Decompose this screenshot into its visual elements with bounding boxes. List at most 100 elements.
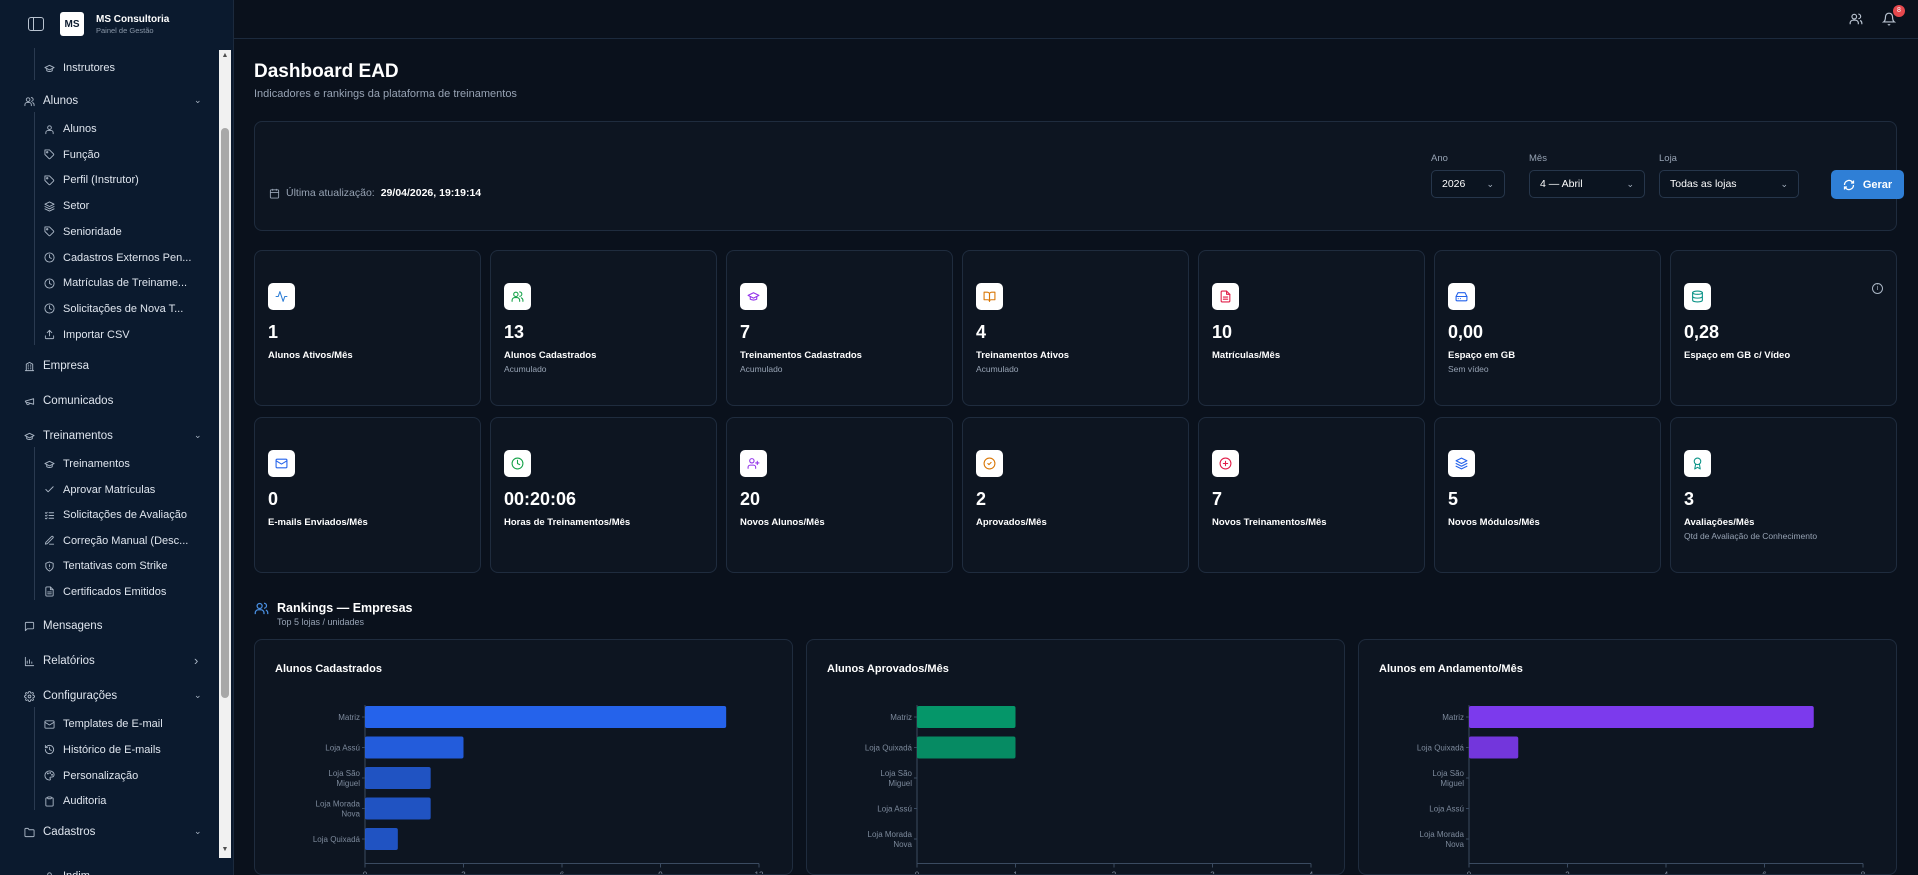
kpi-card-novos-modulos-mes: 5 Novos Módulos/Mês [1434, 417, 1661, 573]
kpi-value: 1 [268, 322, 279, 342]
y-category-label: Miguel [336, 779, 360, 788]
sidebar-item-instrutores[interactable]: Instrutores [44, 62, 115, 74]
sidebar-item-label: Treinamentos [43, 430, 113, 442]
ano-select[interactable]: 2026 ⌄ [1431, 170, 1505, 198]
sidebar-item-label: Solicitações de Avaliação [63, 509, 187, 521]
sidebar-item-correcao-manual-desc[interactable]: Correção Manual (Desc... [44, 535, 188, 547]
file-text-icon [44, 586, 55, 597]
kpi-card-avaliacoes-mes: 3 Avaliações/Mês Qtd de Avaliação de Con… [1670, 417, 1897, 573]
file-text-icon [1212, 283, 1239, 310]
kpi-card-aprovados-mes: 2 Aprovados/Mês [962, 417, 1189, 573]
chevron-right-icon[interactable]: › [194, 653, 199, 668]
sidebar-toggle-icon[interactable] [28, 17, 44, 31]
sidebar: MS MS Consultoria Painel de Gestão Instr… [0, 0, 234, 875]
users-icon [504, 283, 531, 310]
sidebar-item-alunos[interactable]: Alunos [44, 123, 97, 135]
rankings-title: Rankings — Empresas [277, 601, 413, 615]
sidebar-item-aprovar-matriculas[interactable]: Aprovar Matrículas [44, 484, 155, 496]
pen-icon [44, 535, 55, 546]
check-circle-icon [976, 450, 1003, 477]
sidebar-item-label: Personalização [63, 769, 139, 782]
y-category-label: Loja São [1432, 769, 1464, 778]
sidebar-item-solicitacoes-de-avaliacao[interactable]: Solicitações de Avaliação [44, 509, 187, 521]
sidebar-item-senioridade[interactable]: Senioridade [44, 226, 122, 238]
sidebar-item-relatorios[interactable]: Relatórios [24, 655, 95, 667]
sidebar-item-cadastros-externos-pen[interactable]: Cadastros Externos Pen... [44, 252, 191, 264]
sidebar-item-tentativas-com-strike[interactable]: Tentativas com Strike [44, 560, 168, 572]
sidebar-item-cadastros[interactable]: Cadastros [24, 826, 95, 838]
kpi-label: Avaliações/Mês [1684, 517, 1755, 528]
sidebar-item-empresa[interactable]: Empresa [24, 360, 89, 372]
hard-drive-icon [1448, 283, 1475, 310]
chevron-down-icon[interactable]: ⌄ [194, 690, 202, 700]
y-category-label: Loja Assú [1429, 805, 1464, 814]
bell-icon[interactable] [1882, 12, 1896, 26]
layers-icon [44, 201, 55, 212]
gerar-button[interactable]: Gerar [1831, 170, 1904, 199]
info-icon[interactable]: i [1872, 283, 1883, 294]
plus-circle-icon [1212, 450, 1239, 477]
user-icon [44, 124, 55, 135]
graduation-cap-icon [740, 283, 767, 310]
mes-label: Mês [1529, 153, 1547, 164]
sidebar-item-treinamentos[interactable]: Treinamentos [24, 430, 113, 442]
sidebar-item-treinamentos[interactable]: Treinamentos [44, 458, 130, 470]
sidebar-item-label: Correção Manual (Desc... [63, 534, 189, 547]
y-category-label: Nova [1445, 840, 1464, 849]
sidebar-item-templates-de-e-mail[interactable]: Templates de E-mail [44, 718, 163, 730]
y-category-label: Loja Assú [877, 805, 912, 814]
rankings-header: Rankings — Empresas Top 5 lojas / unidad… [254, 601, 412, 627]
sidebar-item-solicitacoes-de-nova-t[interactable]: Solicitações de Nova T... [44, 303, 183, 315]
y-category-label: Matriz [338, 713, 360, 722]
chevron-down-icon[interactable]: ⌄ [194, 430, 202, 440]
bar [365, 736, 464, 759]
sidebar-item-historico-de-e-mails[interactable]: Histórico de E-mails [44, 744, 161, 756]
kpi-card-espaco-em-gb: 0,00 Espaço em GB Sem vídeo [1434, 250, 1661, 406]
chart-alunos-em-andamento-mes: Alunos em Andamento/Mês 0 2 4 6 8 Matriz Loja Q… [1358, 639, 1897, 875]
kpi-value: 0,28 [1684, 322, 1720, 342]
user-icon [44, 871, 55, 875]
sidebar-item-label: Alunos [43, 95, 79, 107]
users-icon[interactable] [1849, 12, 1863, 26]
megaphone-icon [24, 396, 35, 407]
kpi-sublabel: Sem vídeo [1448, 364, 1489, 374]
y-category-label: Nova [893, 840, 912, 849]
sidebar-item-certificados-emitidos[interactable]: Certificados Emitidos [44, 586, 166, 598]
sidebar-item-label: Cadastros [43, 826, 96, 838]
loja-select[interactable]: Todas as lojas ⌄ [1659, 170, 1799, 198]
scroll-up-arrow-icon[interactable]: ▲ [221, 52, 229, 59]
sidebar-item-mensagens[interactable]: Mensagens [24, 620, 102, 632]
main-content: Dashboard EAD Indicadores e rankings da … [234, 39, 1918, 875]
sidebar-item-perfil-instrutor[interactable]: Perfil (Instrutor) [44, 174, 139, 186]
calendar-clock-icon [269, 188, 280, 199]
last-update-label: Última atualização: [286, 187, 375, 199]
topbar [234, 0, 1918, 39]
sidebar-item-auditoria[interactable]: Auditoria [44, 795, 106, 807]
sidebar-item-setor[interactable]: Setor [44, 200, 89, 212]
sidebar-item-indim[interactable]: Indim [44, 870, 90, 875]
sidebar-item-configuracoes[interactable]: Configurações [24, 690, 117, 702]
sidebar-item-personalizacao[interactable]: Personalização [44, 770, 138, 782]
chevron-down-icon[interactable]: ⌄ [194, 95, 202, 105]
loja-label: Loja [1659, 153, 1677, 164]
kpi-card-novos-treinamentos-mes: 7 Novos Treinamentos/Mês [1198, 417, 1425, 573]
sidebar-item-alunos[interactable]: Alunos [24, 95, 78, 107]
kpi-value: 7 [1212, 489, 1223, 509]
clipboard-icon [44, 796, 55, 807]
sidebar-scrollbar-thumb[interactable] [221, 128, 229, 698]
chevron-down-icon: ⌄ [1626, 178, 1634, 189]
sidebar-item-label: Aprovar Matrículas [63, 483, 156, 496]
sidebar-item-importar-csv[interactable]: Importar CSV [44, 329, 130, 341]
sidebar-item-funcao[interactable]: Função [44, 149, 100, 161]
chart-title: Alunos Cadastrados [275, 663, 382, 675]
sidebar-item-comunicados[interactable]: Comunicados [24, 395, 113, 407]
last-update: Última atualização: 29/04/2026, 19:19:14 [269, 187, 481, 199]
mes-select[interactable]: 4 — Abril ⌄ [1529, 170, 1645, 198]
kpi-sublabel: Acumulado [740, 364, 783, 374]
sidebar-item-matriculas-de-treiname[interactable]: Matrículas de Treiname... [44, 277, 187, 289]
scroll-down-arrow-icon[interactable]: ▼ [221, 846, 229, 853]
chevron-down-icon[interactable]: ⌄ [194, 826, 202, 836]
notification-badge: 8 [1893, 5, 1905, 17]
x-tick-label: 6 [1762, 871, 1767, 875]
